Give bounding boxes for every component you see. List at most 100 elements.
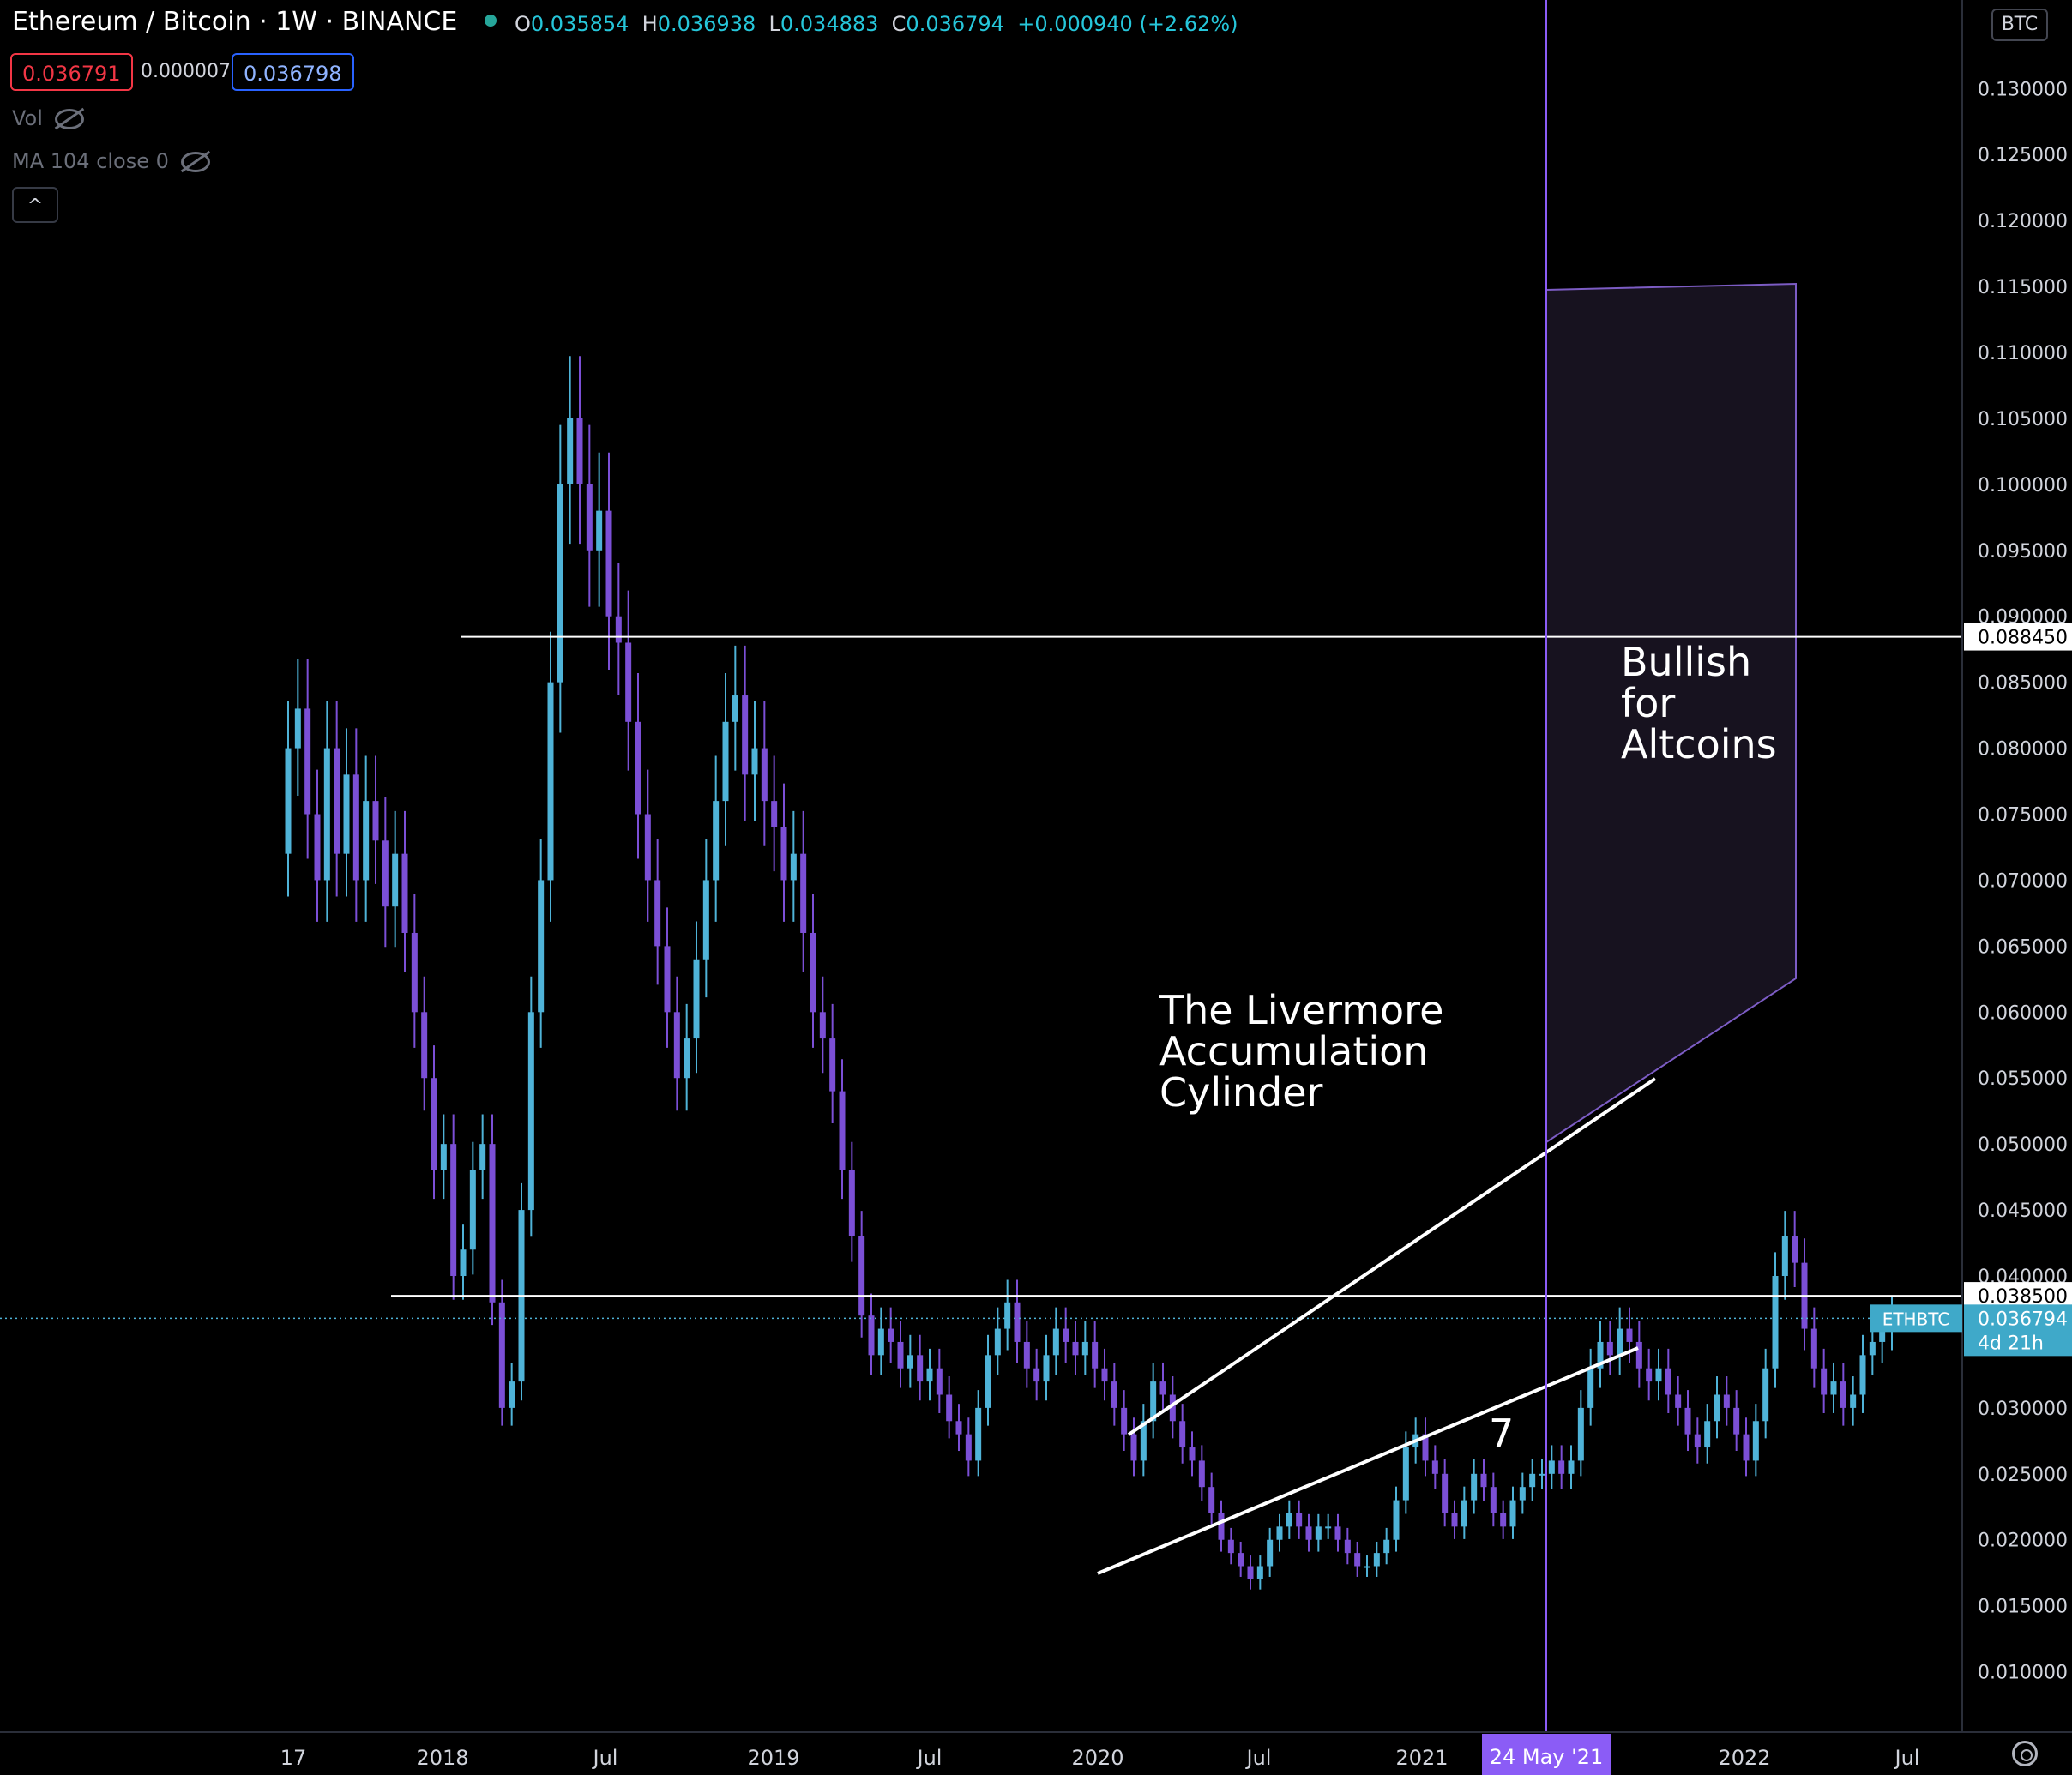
candle-body [1587,1368,1594,1408]
ma-indicator[interactable]: MA 104 close 0 [12,149,210,173]
candle-body [1597,1341,1604,1369]
candle-body [917,1355,924,1382]
annotation-line: Accumulation [1159,1028,1429,1074]
candle-body [771,801,778,827]
candle-body [1431,1460,1438,1474]
candle-body [323,748,330,881]
candle-body [1792,1236,1798,1263]
collapse-legend-button[interactable]: ^ [12,187,58,223]
candle-body [469,1170,476,1250]
time-axis[interactable]: 172018Jul2019Jul2020Jul2021Jul2022Jul [280,1746,1920,1770]
candle-body [1130,1434,1137,1461]
candle-body [1509,1500,1516,1527]
candle-body [431,1078,437,1170]
candle-body [1539,1473,1545,1476]
symbol-header[interactable]: Ethereum / Bitcoin · 1W · BINANCE [12,7,522,37]
candle-body [411,932,418,1013]
bullish-annotation[interactable]: Bullish for Altcoins [1621,641,1777,765]
candle-body [926,1368,933,1382]
candle-body [1238,1553,1244,1567]
candle-body [363,801,370,881]
candle-body [673,1012,680,1079]
cylinder-lower-trendline[interactable] [1097,1346,1639,1575]
y-tick-label: 0.065000 [1978,936,2068,958]
candle-body [868,1315,875,1356]
livermore-annotation[interactable]: The Livermore Accumulation Cylinder [1159,990,1443,1113]
candle-body [1305,1526,1312,1540]
candle-body [1490,1487,1497,1513]
candle-body [1869,1341,1876,1356]
candle-body [1558,1460,1565,1474]
symbol-tag-bg [1870,1304,1962,1333]
candle-body [702,880,709,960]
change-value: +0.000940 (+2.62%) [1017,12,1238,36]
candle-body [848,1170,855,1236]
candle-body [285,748,292,854]
x-tick-label: Jul [592,1746,618,1770]
candle-body [1150,1381,1157,1422]
x-tick-label: 17 [280,1746,307,1770]
candle-body [489,1144,496,1303]
buy-button[interactable]: 0.036798 [232,53,354,91]
countdown-label: 4d 21h [1978,1333,2044,1354]
y-tick-label: 0.060000 [1978,1002,2068,1024]
x-tick-label: Jul [1245,1746,1272,1770]
candle-body [888,1328,894,1342]
candlestick-series [285,356,1895,1590]
x-tick-label: 2018 [416,1746,468,1770]
candle-body [946,1394,953,1422]
candle-body [1208,1487,1215,1513]
candle-body [1364,1566,1370,1568]
x-tick-label: 2021 [1395,1746,1448,1770]
candle-body [936,1368,943,1395]
hidden-eye-icon[interactable] [54,109,84,129]
y-tick-label: 0.015000 [1978,1597,2068,1618]
candle-body [1723,1394,1730,1408]
currency-button[interactable]: BTC [1991,9,2048,41]
x-tick-label: 2022 [1718,1746,1770,1770]
candle-body [1577,1407,1584,1461]
price-axis[interactable]: 0.010000 0.015000 0.020000 0.025000 0.030000… [1978,79,2068,1683]
annotation-line: Bullish [1621,639,1752,685]
candle-body [1072,1341,1079,1356]
candle-body [713,801,720,881]
candle-body [382,840,388,907]
candle-body [1344,1539,1351,1554]
sell-button[interactable]: 0.036791 [10,53,133,91]
candle-body [1568,1460,1575,1474]
candle-body [1529,1473,1536,1488]
candle-body [567,418,574,484]
candle-body [372,801,379,841]
candle-body [1422,1434,1429,1461]
candle-body [1296,1513,1303,1527]
candle-body [751,748,758,775]
volume-indicator[interactable]: Vol [12,106,84,130]
candle-body [1276,1526,1283,1540]
candle-body [334,748,340,854]
candle-body [780,827,787,881]
candle-body [1121,1407,1128,1435]
candle-body [684,1038,690,1079]
candle-body [1227,1539,1234,1554]
candle-body [1704,1421,1711,1448]
candle-body [1850,1394,1857,1408]
candle-body [1830,1381,1837,1395]
candle-body [509,1381,515,1408]
y-tick-label: 0.010000 [1978,1663,2068,1684]
count-annotation[interactable]: 7 [1489,1411,1515,1457]
y-tick-label: 0.085000 [1978,673,2068,695]
candle-body [1402,1447,1409,1501]
candle-body [1315,1526,1322,1540]
candle-body [906,1355,913,1369]
gear-icon[interactable] [2012,1741,2038,1766]
cylinder-upper-trendline[interactable] [1127,1077,1657,1436]
candle-body [596,510,603,551]
candle-body [1033,1368,1040,1382]
candle-body [858,1236,865,1316]
candle-body [547,682,554,881]
candle-body [1354,1553,1361,1567]
hidden-eye-icon[interactable] [180,152,210,172]
candle-body [479,1144,486,1170]
candle-body [1821,1368,1828,1395]
